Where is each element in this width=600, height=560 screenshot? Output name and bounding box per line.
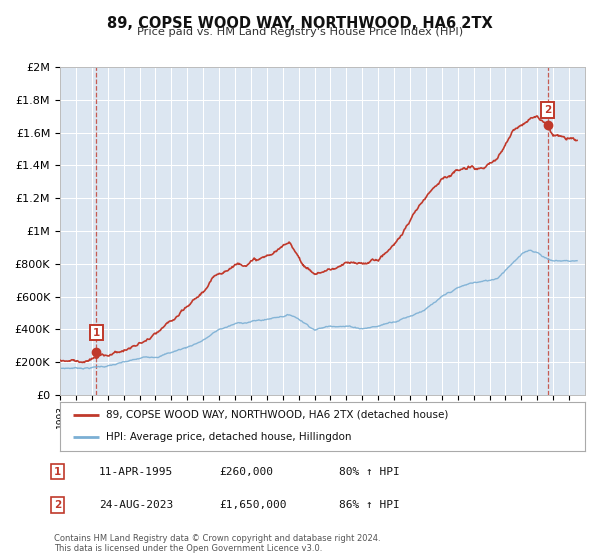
Text: 80% ↑ HPI: 80% ↑ HPI: [339, 466, 400, 477]
Text: 89, COPSE WOOD WAY, NORTHWOOD, HA6 2TX (detached house): 89, COPSE WOOD WAY, NORTHWOOD, HA6 2TX (…: [106, 410, 449, 420]
Text: 86% ↑ HPI: 86% ↑ HPI: [339, 500, 400, 510]
Text: 2: 2: [54, 500, 61, 510]
Text: £1,650,000: £1,650,000: [219, 500, 287, 510]
Text: Contains HM Land Registry data © Crown copyright and database right 2024.: Contains HM Land Registry data © Crown c…: [54, 534, 380, 543]
Text: 89, COPSE WOOD WAY, NORTHWOOD, HA6 2TX: 89, COPSE WOOD WAY, NORTHWOOD, HA6 2TX: [107, 16, 493, 31]
Text: 1: 1: [92, 328, 100, 338]
Text: 1: 1: [54, 466, 61, 477]
Text: 24-AUG-2023: 24-AUG-2023: [99, 500, 173, 510]
Text: 2: 2: [544, 105, 551, 115]
Text: Price paid vs. HM Land Registry's House Price Index (HPI): Price paid vs. HM Land Registry's House …: [137, 27, 463, 37]
Text: 11-APR-1995: 11-APR-1995: [99, 466, 173, 477]
Text: HPI: Average price, detached house, Hillingdon: HPI: Average price, detached house, Hill…: [106, 432, 352, 442]
Text: £260,000: £260,000: [219, 466, 273, 477]
Text: This data is licensed under the Open Government Licence v3.0.: This data is licensed under the Open Gov…: [54, 544, 322, 553]
